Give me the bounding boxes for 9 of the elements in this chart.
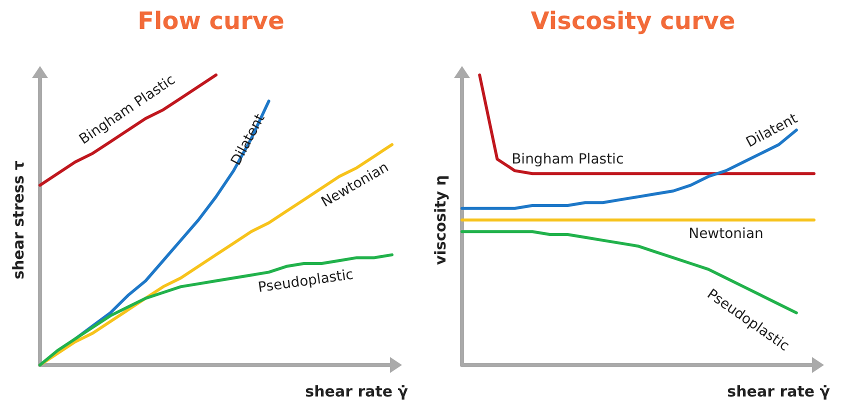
text: Pseudoplastic (257, 266, 354, 296)
y-axis-title: viscosity η (432, 175, 450, 265)
chart-title: Viscosity curve (530, 7, 736, 35)
series-label: Newtonian (688, 226, 764, 242)
chart-title: Flow curve (138, 7, 284, 35)
x-axis-title: shear rate γ̇ (305, 382, 408, 400)
x-axis-title: shear rate γ̇ (727, 382, 830, 400)
series-label: Bingham Plastic (512, 152, 624, 168)
y-axis-title: shear stress τ (10, 160, 28, 280)
